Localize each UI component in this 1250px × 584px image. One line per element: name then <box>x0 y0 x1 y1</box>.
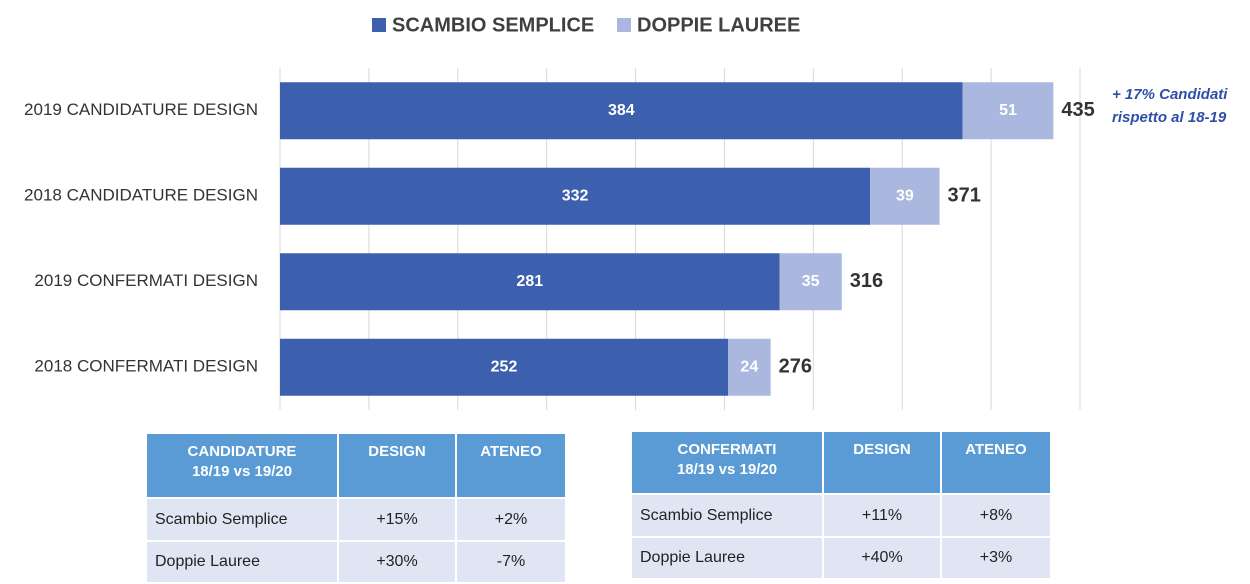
y-tick-label: 2018 CONFERMATI DESIGN <box>34 357 258 376</box>
y-tick-label: 2019 CONFERMATI DESIGN <box>34 271 258 290</box>
value-label: 39 <box>896 187 914 204</box>
table: CONFERMATI 18/19 vs 19/20 DESIGN ATENEO Scam… <box>630 430 1052 580</box>
bar-segment <box>280 82 963 140</box>
header-text: DESIGN <box>368 443 426 460</box>
bar-segment <box>280 253 780 311</box>
header-cell: DESIGN <box>822 430 942 495</box>
table-cell: +2% <box>455 497 567 542</box>
table-cell: Doppie Lauree <box>630 536 824 580</box>
table-row: Doppie Lauree +30% -7% <box>145 540 567 584</box>
total-label: 435 <box>1061 99 1094 121</box>
legend-swatch <box>617 18 631 32</box>
bar-segment <box>870 167 940 225</box>
bar-segment <box>779 253 842 311</box>
value-label: 35 <box>802 273 820 290</box>
value-label: 252 <box>491 358 518 375</box>
table-cell: +11% <box>822 493 942 538</box>
table-cell: +15% <box>337 497 457 542</box>
table-cell: +30% <box>337 540 457 584</box>
header-cell: ATENEO <box>455 432 567 499</box>
table-row: Scambio Semplice +15% +2% <box>145 497 567 542</box>
header-cell: DESIGN <box>337 432 457 499</box>
table-row: Doppie Lauree +40% +3% <box>630 536 1052 580</box>
table-cell: Scambio Semplice <box>145 497 339 542</box>
legend-swatch <box>372 18 386 32</box>
annotation: + 17% Candidati <box>1112 86 1228 103</box>
table-cell: Doppie Lauree <box>145 540 339 584</box>
total-label: 371 <box>948 185 981 207</box>
total-label: 316 <box>850 270 883 292</box>
header-cell: CANDIDATURE 18/19 vs 19/20 <box>145 432 339 499</box>
legend-label: DOPPIE LAUREE <box>637 14 800 36</box>
header-text: CANDIDATURE <box>187 443 297 460</box>
table-cell: Scambio Semplice <box>630 493 824 538</box>
header-cell: ATENEO <box>940 430 1052 495</box>
bar-segment <box>280 338 728 396</box>
table-cell: +8% <box>940 493 1052 538</box>
table-cell: +40% <box>822 536 942 580</box>
table-cell: -7% <box>455 540 567 584</box>
header-row: CANDIDATURE 18/19 vs 19/20 DESIGN ATENEO <box>145 432 567 499</box>
header-text: 18/19 vs 19/20 <box>191 463 293 480</box>
value-label: 24 <box>740 358 758 375</box>
value-label: 384 <box>608 102 635 119</box>
header-text: 18/19 vs 19/20 <box>676 461 778 478</box>
table-cell: +3% <box>940 536 1052 580</box>
header-text: ATENEO <box>965 441 1027 458</box>
bar-segment <box>962 82 1054 140</box>
y-tick-label: 2019 CANDIDATURE DESIGN <box>24 100 258 119</box>
legend-label: SCAMBIO SEMPLICE <box>392 14 594 36</box>
header-cell: CONFERMATI 18/19 vs 19/20 <box>630 430 824 495</box>
value-label: 281 <box>516 273 543 290</box>
value-label: 332 <box>562 187 589 204</box>
y-tick-label: 2018 CANDIDATURE DESIGN <box>24 186 258 205</box>
annotation: rispetto al 18-19 <box>1112 109 1227 126</box>
header-text: ATENEO <box>480 443 542 460</box>
total-label: 276 <box>779 356 812 378</box>
table-row: Scambio Semplice +11% +8% <box>630 493 1052 538</box>
value-label: 51 <box>999 102 1017 119</box>
header-text: DESIGN <box>853 441 911 458</box>
header-text: CONFERMATI <box>677 441 777 458</box>
header-row: CONFERMATI 18/19 vs 19/20 DESIGN ATENEO <box>630 430 1052 495</box>
bar-segment <box>280 167 871 225</box>
table: CANDIDATURE 18/19 vs 19/20 DESIGN ATENEO Sca… <box>145 432 567 584</box>
bar-segment <box>728 338 771 396</box>
